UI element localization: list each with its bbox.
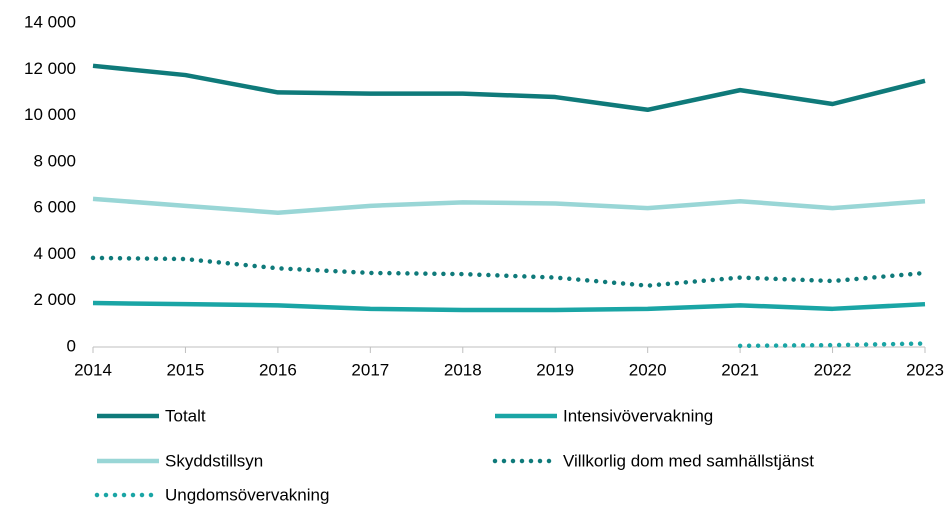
legend-label: Skyddstillsyn — [165, 451, 263, 470]
x-tick-label: 2019 — [536, 360, 574, 379]
x-tick-label: 2016 — [259, 360, 297, 379]
x-tick-label: 2020 — [629, 360, 667, 379]
y-tick-label: 8 000 — [33, 151, 76, 170]
x-tick-label: 2022 — [814, 360, 852, 379]
series-line — [92, 63, 926, 113]
x-tick-label: 2021 — [721, 360, 759, 379]
x-tick-label: 2014 — [74, 360, 112, 379]
y-tick-label: 0 — [67, 336, 76, 355]
legend-label: Ungdomsövervakning — [165, 485, 329, 504]
legend-label: Villkorlig dom med samhällstjänst — [563, 451, 814, 470]
legend-label: Intensivövervakning — [563, 406, 713, 425]
x-tick-label: 2023 — [906, 360, 944, 379]
y-tick-label: 4 000 — [33, 244, 76, 263]
x-tick-label: 2015 — [167, 360, 205, 379]
series-line — [90, 255, 928, 288]
y-tick-label: 14 000 — [24, 12, 76, 31]
series-line — [92, 300, 926, 313]
y-tick-label: 10 000 — [24, 105, 76, 124]
x-tick-label: 2017 — [351, 360, 389, 379]
y-tick-label: 12 000 — [24, 59, 76, 78]
x-tick-label: 2018 — [444, 360, 482, 379]
series-line — [92, 196, 926, 216]
series-line — [737, 341, 928, 349]
y-tick-label: 2 000 — [33, 290, 76, 309]
legend-label: Totalt — [165, 406, 206, 425]
y-tick-label: 6 000 — [33, 198, 76, 217]
